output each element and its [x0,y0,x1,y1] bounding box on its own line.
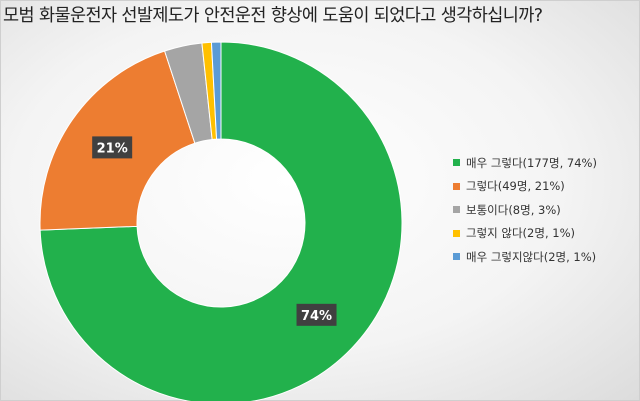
legend-swatch-1 [453,182,460,190]
legend-swatch-3 [453,229,460,237]
legend-item-1: 그렇다(49명, 21%) [453,175,637,199]
chart-legend: 매우 그렇다(177명, 74%) 그렇다(49명, 21%) 보통이다(8명, 3… [453,151,637,269]
legend-item-3: 그렇지 않다(2명, 1%) [453,222,637,246]
legend-label-3: 그렇지 않다(2명, 1%) [466,226,575,241]
legend-item-2: 보통이다(8명, 3%) [453,198,637,222]
donut-slice-4 [210,41,222,140]
data-label-1: 21% [92,136,133,159]
data-label-text-1: 21% [97,141,128,156]
legend-swatch-0 [453,159,460,167]
legend-swatch-4 [453,253,460,261]
legend-label-1: 그렇다(49명, 21%) [466,179,565,194]
chart-title: 모범 화물운전자 선발제도가 안전운전 향상에 도움이 되었다고 생각하십니까? [3,6,543,26]
data-label-box-1 [92,136,133,159]
data-label-box-0 [296,303,337,326]
legend-item-0: 매우 그렇다(177명, 74%) [453,151,637,175]
legend-item-4: 매우 그렇지않다(2명, 1%) [453,245,637,269]
data-label-0: 74% [296,303,337,326]
data-label-text-0: 74% [301,309,332,324]
legend-label-0: 매우 그렇다(177명, 74%) [466,155,597,170]
legend-label-2: 보통이다(8명, 3%) [466,202,561,217]
legend-label-4: 매우 그렇지않다(2명, 1%) [466,249,597,264]
legend-swatch-2 [453,206,460,214]
